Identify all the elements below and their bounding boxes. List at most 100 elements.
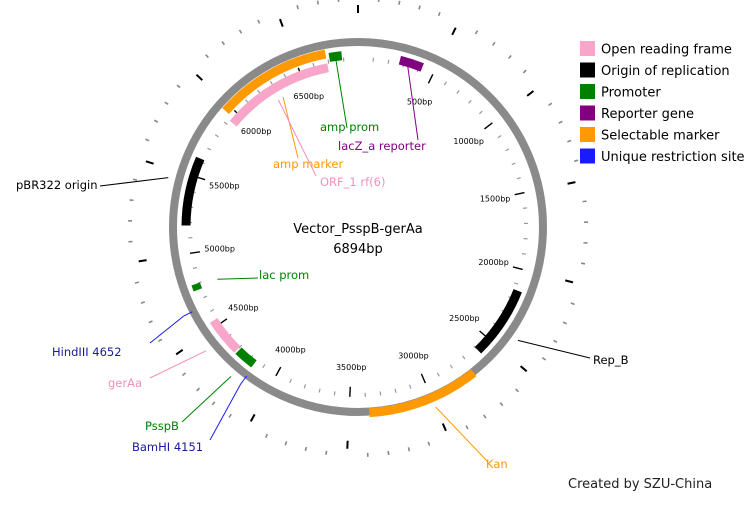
outer-tick bbox=[134, 281, 140, 284]
outer-tick bbox=[567, 181, 576, 185]
feature-label-rep-b: Rep_B bbox=[593, 353, 629, 367]
scale-label-5500: 5500bp bbox=[209, 182, 240, 191]
leader-line-rep-b bbox=[517, 339, 591, 359]
outer-tick bbox=[515, 388, 520, 393]
feature-callouts: amp prom lacZ_a reporter amp marker ORF_1 r… bbox=[16, 60, 629, 471]
inner-tick bbox=[223, 121, 228, 126]
feature-label-lacz-a-reporter: lacZ_a reporter bbox=[338, 139, 426, 153]
outer-tick bbox=[164, 101, 169, 106]
inner-tick bbox=[516, 177, 521, 180]
legend-swatch-unique-restriction-site bbox=[580, 148, 595, 164]
legend: Open reading frame Origin of replication P… bbox=[580, 41, 745, 165]
leader-line-psspb bbox=[181, 375, 232, 423]
outer-tick bbox=[541, 357, 547, 361]
inner-tick bbox=[478, 110, 483, 115]
inner-tick bbox=[318, 388, 321, 393]
credit-text: Created by SZU-China bbox=[568, 477, 712, 492]
inner-tick bbox=[207, 147, 212, 151]
outer-tick bbox=[427, 441, 431, 446]
inner-tick bbox=[449, 364, 454, 369]
outer-tick bbox=[398, 0, 401, 5]
inner-tick bbox=[262, 364, 266, 369]
inner-tick bbox=[511, 162, 516, 166]
inner-tick bbox=[289, 378, 292, 383]
legend-label-selectable-marker: Selectable marker bbox=[601, 129, 720, 144]
feature-arc-psspb bbox=[235, 347, 257, 368]
inner-tick bbox=[514, 282, 519, 285]
inner-tick bbox=[497, 135, 502, 139]
feature-arc-lac-prom bbox=[191, 282, 203, 292]
outer-tick bbox=[157, 338, 163, 342]
feature-arc-rep-b bbox=[474, 289, 522, 354]
inner-tick bbox=[269, 81, 273, 86]
outer-tick bbox=[228, 413, 232, 418]
site-label-hindiii-4652: HindIII 4652 bbox=[52, 345, 122, 359]
outer-tick bbox=[418, 5, 421, 10]
scale-label-5000: 5000bp bbox=[204, 245, 235, 254]
feature-label-kan: Kan bbox=[486, 457, 508, 471]
inner-tick bbox=[379, 391, 382, 396]
outer-tick bbox=[567, 139, 572, 143]
inner-tick bbox=[203, 295, 208, 299]
feature-arc-orf-1-rf-6 bbox=[229, 63, 329, 127]
outer-tick bbox=[580, 262, 586, 265]
scale-label-1000: 1000bp bbox=[453, 137, 484, 146]
legend-label-origin-of-replication: Origin of replication bbox=[601, 64, 730, 79]
outer-tick bbox=[132, 178, 138, 181]
outer-tick bbox=[153, 119, 159, 123]
outer-tick bbox=[451, 27, 457, 36]
outer-tick bbox=[140, 301, 146, 304]
outer-tick bbox=[570, 302, 575, 306]
inner-tick bbox=[456, 90, 460, 95]
leader-line-orf-1-rf-6 bbox=[277, 99, 317, 177]
inner-tick bbox=[197, 281, 202, 284]
outer-tick bbox=[145, 138, 150, 142]
feature-arcs bbox=[181, 49, 522, 418]
legend-swatch-origin-of-replication bbox=[580, 62, 595, 78]
scale-label-6000: 6000bp bbox=[241, 127, 272, 136]
outer-tick bbox=[316, 0, 320, 5]
outer-tick bbox=[138, 259, 147, 263]
legend-swatch-selectable-marker bbox=[580, 127, 595, 142]
inner-tick bbox=[312, 62, 315, 68]
scale-label-2500: 2500bp bbox=[449, 314, 480, 323]
site-leader-hindiii-4652 bbox=[149, 315, 184, 344]
inner-tick bbox=[275, 366, 282, 377]
scale-label-6500: 6500bp bbox=[294, 92, 325, 101]
inner-tick bbox=[394, 388, 397, 393]
inner-tick bbox=[468, 99, 472, 104]
site-leader-bamhi-4151 bbox=[209, 383, 242, 441]
outer-tick bbox=[437, 11, 441, 17]
leader-line-geraa bbox=[149, 350, 207, 379]
outer-tick bbox=[175, 348, 184, 356]
inner-tick bbox=[409, 384, 412, 389]
feature-label-pbr322-origin: pBR322 origin bbox=[16, 178, 98, 192]
inner-tick bbox=[257, 89, 261, 94]
inner-tick bbox=[210, 308, 215, 312]
outer-tick bbox=[264, 433, 269, 438]
outer-tick bbox=[205, 54, 209, 59]
inner-tick bbox=[512, 266, 523, 271]
feature-arc-geraa bbox=[209, 317, 241, 353]
outer-tick bbox=[176, 84, 181, 89]
outer-tick bbox=[148, 320, 153, 324]
outer-tick bbox=[564, 279, 574, 284]
outer-tick bbox=[181, 372, 186, 377]
inner-tick bbox=[189, 251, 201, 255]
scale-label-3000: 3000bp bbox=[398, 352, 429, 361]
legend-label-unique-restriction-site: Unique restriction site bbox=[601, 150, 745, 165]
outer-tick bbox=[407, 447, 411, 452]
feature-label-amp-prom: amp prom bbox=[320, 120, 379, 134]
outer-tick bbox=[483, 414, 487, 419]
outer-tick bbox=[257, 19, 261, 24]
feature-label-lac-prom: lac prom bbox=[259, 268, 309, 282]
leader-line-pbr322-origin bbox=[99, 177, 169, 187]
outer-tick bbox=[196, 387, 201, 392]
outer-tick bbox=[304, 446, 308, 452]
feature-label-orf-1-rf-6: ORF_1 rf(6) bbox=[320, 175, 385, 189]
inner-tick bbox=[473, 345, 478, 350]
feature-arc-kan bbox=[369, 369, 477, 418]
scale-label-4500: 4500bp bbox=[228, 303, 259, 312]
outer-scale-ticks bbox=[128, 0, 588, 457]
outer-tick bbox=[548, 102, 553, 107]
